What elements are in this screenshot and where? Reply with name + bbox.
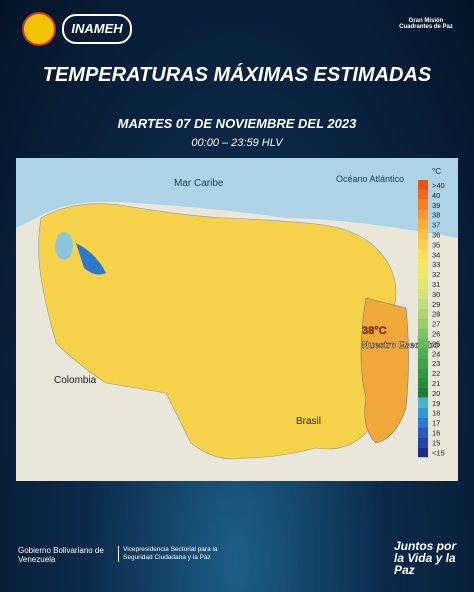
legend-label: 36 [432,230,440,239]
sea-label: Mar Caribe [174,178,224,189]
legend-label: 16 [432,428,440,437]
legend-label: 17 [432,419,440,428]
legend-label: 38 [432,211,440,220]
legend-label: 31 [432,280,440,289]
legend-swatch [418,269,428,279]
legend-swatch [418,427,428,438]
agency-logo: INAMEH [62,14,132,44]
legend-swatch [418,308,428,319]
legend-swatch [418,368,428,378]
logo-shield [22,12,56,46]
legend-swatch [418,189,428,200]
title: TEMPERATURAS MÁXIMAS ESTIMADAS [42,64,432,86]
legend-swatch [418,199,428,210]
legend-swatch [418,209,428,220]
annotation-region: Nuestro Esequibo [362,340,440,350]
campaign-logo: Gran Misión Cuadrantes de Paz [399,18,453,30]
legend-label: 37 [432,221,440,230]
legend-swatch [418,397,428,408]
legend-swatch [418,417,428,428]
government: Gobierno Bolivariano de Venezuela [18,546,104,564]
legend-label: 32 [432,270,440,279]
legend-label: 15 [432,438,440,447]
legend-swatch [418,447,428,458]
cold-area [76,243,106,275]
legend-label: 18 [432,409,440,418]
legend-label: 20 [432,389,440,398]
legend-label: 40 [432,191,440,200]
legend-label: 25 [432,339,440,348]
legend-swatch [418,219,428,230]
legend-label: 19 [432,399,440,408]
venezuela [38,203,397,460]
legend-swatch [418,279,428,289]
legend-label: 35 [432,240,440,249]
legend-swatch [418,318,428,329]
time: 00:00 – 23:59 HLV [191,137,283,149]
legend-label: 24 [432,349,440,358]
legend-label: 21 [432,379,440,388]
country-label: Colombia [54,375,97,386]
legend-swatch [418,249,428,260]
slogan: Juntos por la Vida y la Paz [394,539,456,577]
legend-label: 28 [432,310,440,319]
legend-label: 26 [432,329,440,338]
legend-label: 34 [432,250,440,259]
legend-label: 33 [432,260,440,269]
legend-swatch [418,180,428,190]
legend-label: <15 [432,448,445,457]
legend-label: >40 [432,181,445,190]
lake [55,232,73,260]
legend-label: 23 [432,359,440,368]
annotation-value: 38°C [362,325,387,337]
legend-swatch [418,298,428,309]
legend-swatch [418,259,428,270]
sea [16,158,458,238]
legend-unit: °C [432,167,441,176]
legend-swatch [418,378,428,388]
vice: Vicepresidencia Sectorial para la Seguri… [118,546,243,562]
legend-label: 39 [432,201,440,210]
esequibo [360,297,409,444]
ocean-label: Océano Atlántico [336,174,404,184]
legend: °C >404039383736353433323130292827262524… [418,167,445,457]
legend-swatch [418,288,428,299]
legend-label: 29 [432,300,440,309]
date: MARTES 07 DE NOVIEMBRE DEL 2023 [117,116,357,131]
country-label: Brasil [296,416,321,427]
legend-swatch [418,328,428,339]
legend-swatch [418,407,428,418]
legend-swatch [418,387,428,398]
legend-swatch [418,338,428,349]
legend-swatch [418,358,428,369]
map: Mar Caribe Océano Atlántico Colombia Bra… [16,158,458,481]
legend-label: 27 [432,320,440,329]
legend-label: 22 [432,369,440,378]
legend-label: 30 [432,290,440,299]
legend-swatch [418,437,428,448]
legend-swatch [418,239,428,250]
legend-swatch [418,348,428,359]
legend-swatch [418,229,428,240]
